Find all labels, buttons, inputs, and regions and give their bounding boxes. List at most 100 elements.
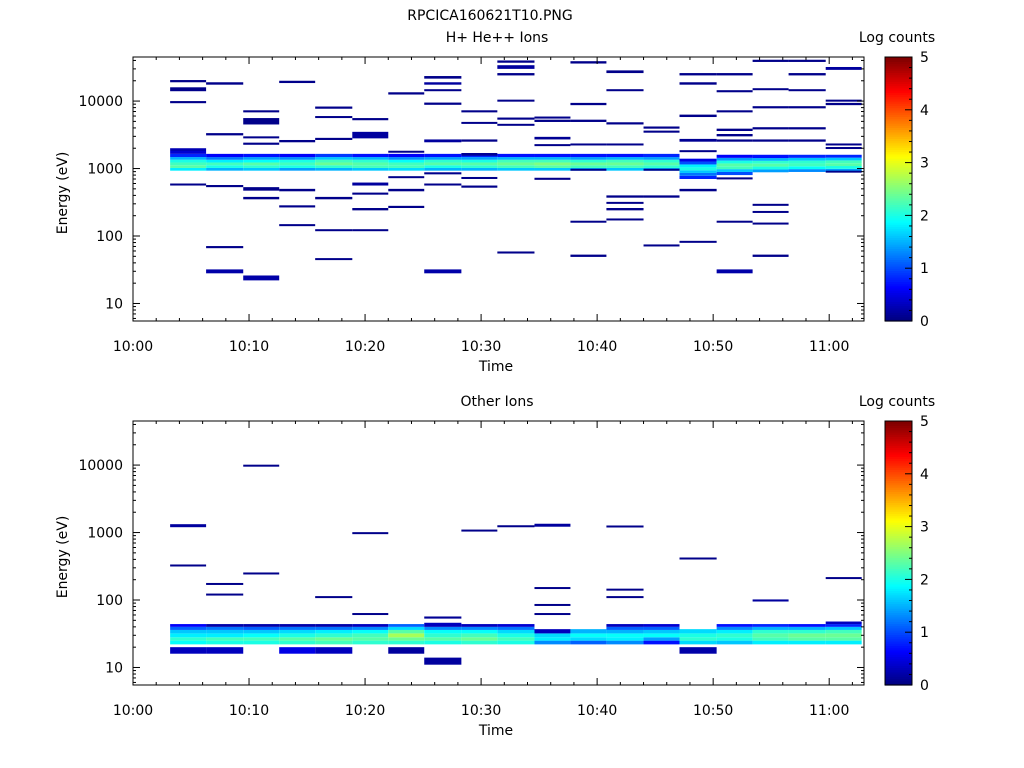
spectrogram-bin <box>424 165 462 168</box>
spectrogram-bin <box>243 162 280 166</box>
colorbar-segment <box>885 520 912 523</box>
spectrogram-bin <box>315 596 353 599</box>
spectrogram-bin <box>534 157 571 160</box>
colorbar-segment <box>885 579 912 583</box>
spectrogram-bin <box>752 599 789 602</box>
colorbar-segment <box>885 592 912 596</box>
colorbar-tick-label: 4 <box>920 103 929 119</box>
spectrogram-bin <box>243 637 280 641</box>
spectrogram-bin <box>570 157 607 160</box>
spectrogram-bin <box>206 153 244 158</box>
spectrogram-bin <box>497 165 535 168</box>
colorbar-segment <box>885 211 912 214</box>
colorbar-segment <box>885 601 912 605</box>
spectrogram-bin <box>679 640 717 645</box>
colorbar-segment <box>885 279 912 282</box>
plot-frame <box>132 420 865 686</box>
spectrogram-bin <box>679 114 717 118</box>
spectrogram-bin <box>716 128 753 132</box>
colorbar-segment <box>885 138 912 142</box>
colorbar-segment <box>885 456 912 459</box>
spectrogram-bin <box>534 165 571 168</box>
spectrogram-bin <box>279 626 316 630</box>
spectrogram-bin <box>716 220 753 223</box>
colorbar-segment <box>885 500 912 503</box>
colorbar-segment <box>885 575 912 578</box>
colorbar-segment <box>885 432 912 435</box>
spectrogram-bin <box>825 621 862 625</box>
spectrogram-bin <box>243 136 280 139</box>
y-axis-label: Energy (eV) <box>55 152 71 235</box>
spectrogram-bin <box>788 166 826 170</box>
x-tick-label: 10:50 <box>693 703 733 719</box>
spectrogram-bin <box>788 163 826 167</box>
colorbar-segment <box>885 608 912 611</box>
colorbar-segment <box>885 621 912 624</box>
spectrogram-bin <box>606 640 644 645</box>
spectrogram-bin <box>424 172 462 175</box>
colorbar-segment <box>885 665 912 668</box>
colorbar-segment <box>885 539 912 543</box>
spectrogram-bin <box>534 116 571 119</box>
spectrogram-bin <box>534 637 571 641</box>
colorbar-segment <box>885 656 912 660</box>
spectrogram-bin <box>315 647 353 654</box>
spectrogram-bin <box>461 176 498 179</box>
colorbar-segment <box>885 550 912 554</box>
colorbar-segment <box>885 191 912 194</box>
colorbar-segment <box>885 667 912 671</box>
spectrogram-bin <box>461 167 498 171</box>
colorbar-segment <box>885 189 912 192</box>
spectrogram-bin <box>752 626 789 630</box>
spectrogram-bin <box>825 624 862 627</box>
spectrogram-bin <box>170 159 207 163</box>
spectrogram-bin <box>534 159 571 163</box>
colorbar-segment <box>885 116 912 120</box>
spectrogram-bin <box>388 167 425 171</box>
colorbar-segment <box>885 305 912 309</box>
spectrogram-bin <box>388 165 425 168</box>
colorbar-segment <box>885 537 912 541</box>
colorbar-segment <box>885 283 912 287</box>
colorbar-tick-label: 3 <box>920 520 929 536</box>
spectrogram-bin <box>643 126 680 129</box>
colorbar-tick-label: 1 <box>920 261 929 277</box>
colorbar-segment <box>885 434 912 437</box>
colorbar-segment <box>885 440 912 444</box>
colorbar-segment <box>885 206 912 210</box>
colorbar-segment <box>885 107 912 111</box>
spectrogram-bin <box>534 629 571 634</box>
spectrogram-bin <box>461 637 498 641</box>
colorbar-segment <box>885 85 912 89</box>
colorbar-segment <box>885 462 912 466</box>
colorbar-segment <box>885 129 912 133</box>
colorbar-segment <box>885 105 912 109</box>
spectrogram-bin <box>388 629 425 634</box>
colorbar-segment <box>885 123 912 126</box>
spectrogram-bin <box>497 626 535 630</box>
spectrogram-bin <box>534 603 571 606</box>
spectrogram-bin <box>279 224 316 227</box>
spectrogram-bin <box>825 160 862 164</box>
colorbar-segment <box>885 235 912 238</box>
colorbar-segment <box>885 233 912 236</box>
x-tick-label: 10:20 <box>345 703 385 719</box>
colorbar-tick-label: 0 <box>920 678 929 694</box>
spectrogram-bin <box>716 171 753 176</box>
spectrogram-bin <box>788 626 826 630</box>
spectrogram-bin <box>352 167 389 171</box>
spectrogram-bin <box>315 106 353 109</box>
colorbar-segment <box>885 498 912 501</box>
colorbar-segment <box>885 586 912 589</box>
spectrogram-bin <box>825 99 862 102</box>
spectrogram-bin <box>424 162 462 166</box>
spectrogram-bin <box>424 153 462 158</box>
spectrogram-bin <box>825 66 862 70</box>
spectrogram-bin <box>679 647 717 654</box>
spectrogram-bin <box>243 626 280 630</box>
spectrogram-bin <box>315 153 353 158</box>
spectrogram-bin <box>606 159 644 163</box>
colorbar-segment <box>885 169 912 172</box>
spectrogram-bin <box>752 163 789 167</box>
spectrogram-bin <box>279 80 316 84</box>
